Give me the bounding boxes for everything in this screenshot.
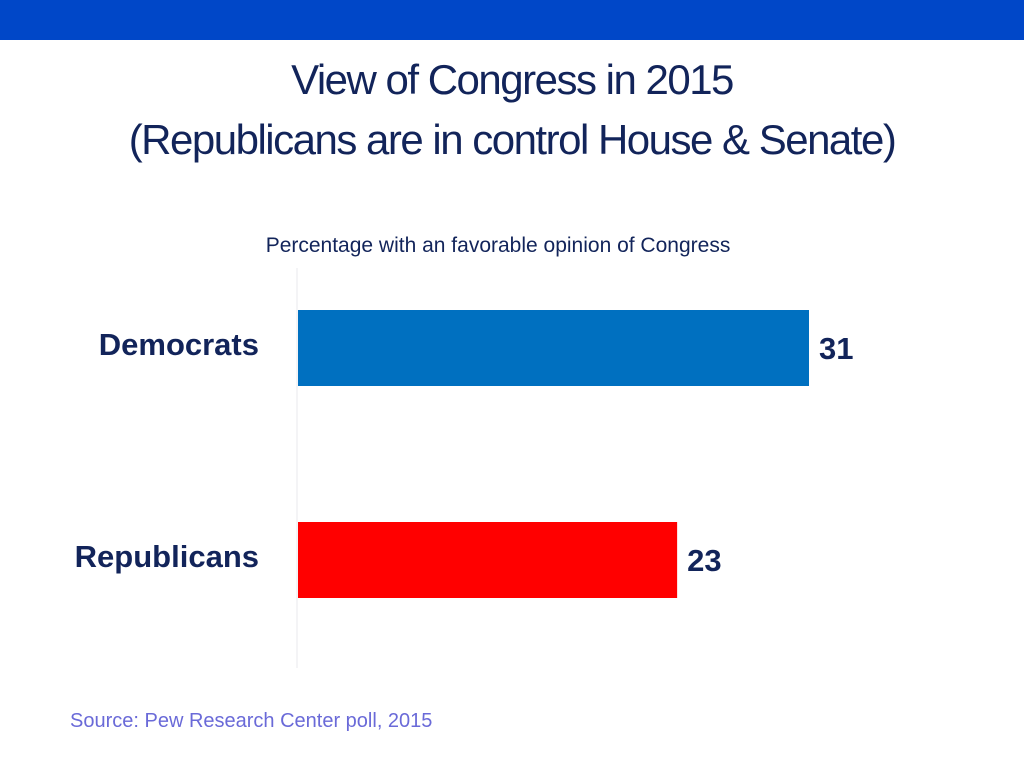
data-label-republicans: 23 — [687, 543, 721, 578]
chart-title-line-2: (Republicans are in control House & Sena… — [128, 116, 897, 163]
category-label-republicans: Republicans — [75, 539, 259, 574]
chart-title-line-1: View of Congress in 2015 — [291, 56, 734, 103]
chart-title: View of Congress in 2015 (Republicans ar… — [0, 50, 1024, 170]
bar-republicans — [298, 522, 678, 598]
top-banner — [0, 0, 1024, 40]
category-label-democrats: Democrats — [99, 327, 259, 362]
data-label-democrats: 31 — [819, 331, 853, 366]
bar-democrats — [298, 310, 809, 386]
source-note: Source: Pew Research Center poll, 2015 — [70, 710, 433, 732]
chart-subtitle: Percentage with an favorable opinion of … — [265, 234, 731, 257]
